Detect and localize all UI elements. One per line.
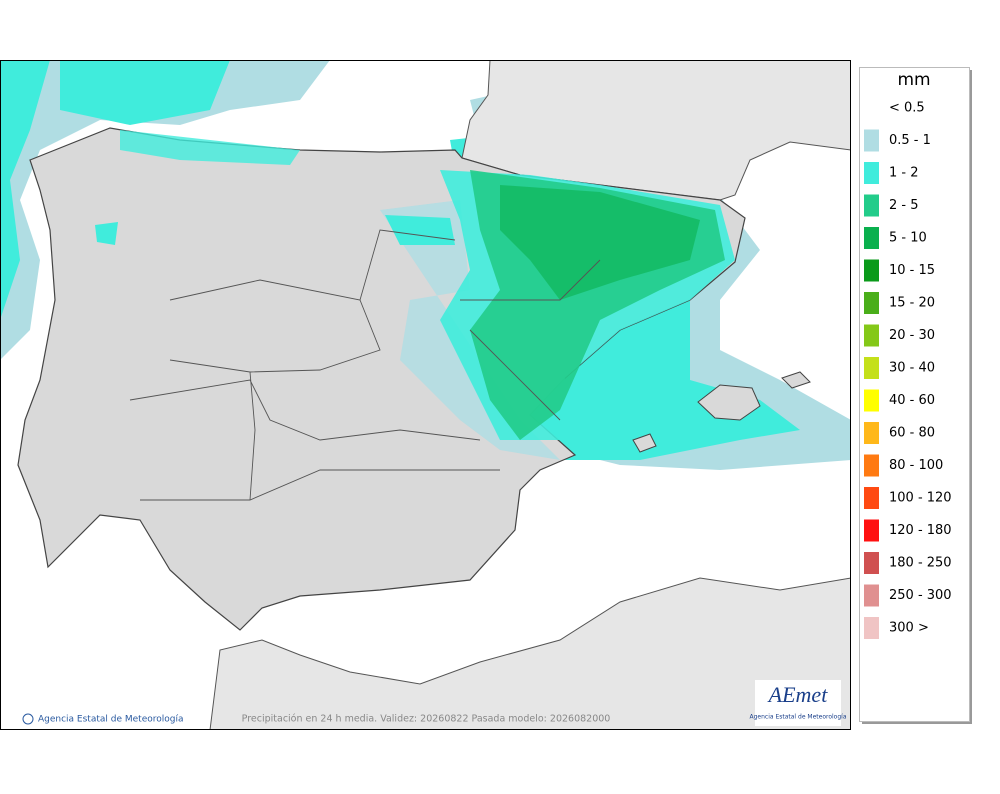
legend-swatch bbox=[864, 259, 879, 282]
legend-swatch bbox=[864, 292, 879, 314]
legend-swatch bbox=[864, 227, 879, 249]
legend-label: 1 - 2 bbox=[889, 166, 919, 181]
legend-label: 40 - 60 bbox=[889, 393, 935, 408]
legend-label: 0.5 - 1 bbox=[889, 133, 931, 148]
legend-label: 5 - 10 bbox=[889, 231, 927, 246]
legend-swatch bbox=[864, 129, 879, 152]
legend-items: < 0.5 0.5 - 1 1 - 2 2 - 5 5 - 10 10 - 15 15 - … bbox=[864, 101, 952, 639]
legend-label: 2 - 5 bbox=[889, 198, 919, 213]
legend-swatch bbox=[864, 552, 879, 574]
legend-swatch bbox=[864, 324, 879, 347]
legend-swatch bbox=[864, 194, 879, 217]
precip-area bbox=[60, 60, 230, 125]
legend-label: 15 - 20 bbox=[889, 296, 935, 311]
legend-label: < 0.5 bbox=[889, 101, 925, 116]
menorca bbox=[781, 371, 811, 389]
precip-area bbox=[0, 60, 50, 320]
legend-swatch bbox=[864, 519, 879, 542]
legend-label: 20 - 30 bbox=[889, 328, 935, 343]
north-africa bbox=[209, 577, 851, 730]
legend-label: 30 - 40 bbox=[889, 361, 935, 376]
legend-swatch bbox=[864, 584, 879, 607]
map bbox=[0, 60, 851, 730]
legend-swatch bbox=[864, 357, 879, 379]
credit: Agencia Estatal de Meteorología bbox=[38, 715, 184, 725]
caption: Precipitación en 24 h media. Validez: 20… bbox=[242, 714, 611, 725]
legend-label: 10 - 15 bbox=[889, 263, 935, 278]
legend-label: 100 - 120 bbox=[889, 491, 952, 506]
legend-label: 180 - 250 bbox=[889, 556, 952, 571]
legend-swatch bbox=[864, 389, 879, 412]
region-borders bbox=[129, 229, 601, 501]
logo-subtitle: Agencia Estatal de Meteorología bbox=[750, 714, 847, 721]
map-frame bbox=[0, 60, 851, 730]
legend-title: mm bbox=[897, 70, 930, 90]
legend-label: 120 - 180 bbox=[889, 523, 952, 538]
precip-area bbox=[95, 222, 118, 245]
legend-swatch bbox=[864, 617, 879, 639]
legend-label: 80 - 100 bbox=[889, 458, 943, 473]
ibiza bbox=[632, 433, 657, 453]
legend-swatch bbox=[864, 422, 879, 444]
copyright-icon bbox=[22, 713, 34, 725]
precip-area bbox=[120, 130, 300, 165]
logo-name: AEmet bbox=[767, 682, 829, 707]
legend-swatch bbox=[864, 454, 879, 477]
legend-swatch bbox=[864, 162, 879, 184]
logo-box bbox=[755, 680, 841, 726]
precip-area bbox=[500, 185, 700, 300]
mallorca bbox=[697, 384, 761, 421]
legend-label: 300 > bbox=[889, 621, 929, 636]
precip-area bbox=[380, 200, 560, 460]
legend-swatch bbox=[864, 487, 879, 509]
legend-label: 60 - 80 bbox=[889, 426, 935, 441]
legend-label: 250 - 300 bbox=[889, 588, 952, 603]
